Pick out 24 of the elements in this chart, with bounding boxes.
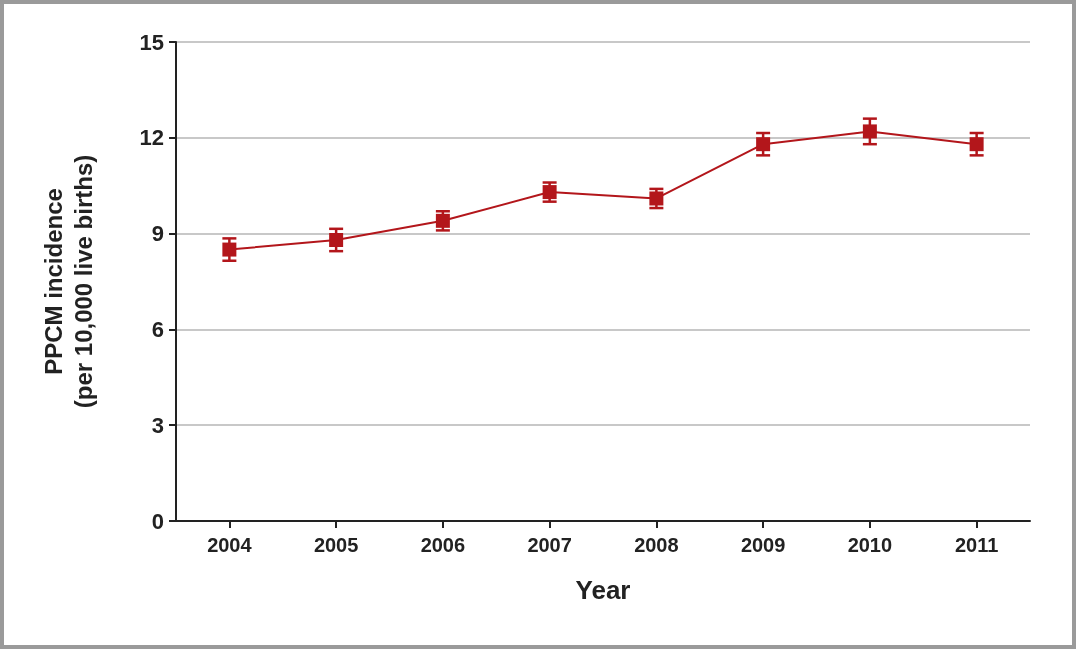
point [329,232,344,247]
y-tick-label: 9 [151,221,164,247]
x-tick-label: 2004 [207,534,253,556]
x-tick-label: 2010 [847,534,893,556]
x-tick-label: 2007 [527,534,572,556]
point [756,137,771,152]
point [862,124,877,139]
point [969,137,984,152]
y-tick-label: 15 [139,29,164,55]
y-tick-label: 3 [151,412,164,438]
point [222,242,237,257]
x-tick-label: 2005 [313,534,359,556]
point [435,213,450,228]
point [542,185,557,200]
x-tick-label: 2009 [740,534,786,556]
x-tick-label: 2008 [634,534,679,556]
x-tick-label: 2006 [420,534,466,556]
x-tick-label: 2011 [954,534,999,556]
y-tick-label: 12 [139,125,164,151]
y-tick-label: 0 [151,508,164,534]
y-tick-label: 6 [151,316,164,342]
y-axis-title: PPCM incidence (per 10,000 live births) [39,154,97,409]
x-axis-title: Year [575,575,631,605]
point [649,191,664,206]
